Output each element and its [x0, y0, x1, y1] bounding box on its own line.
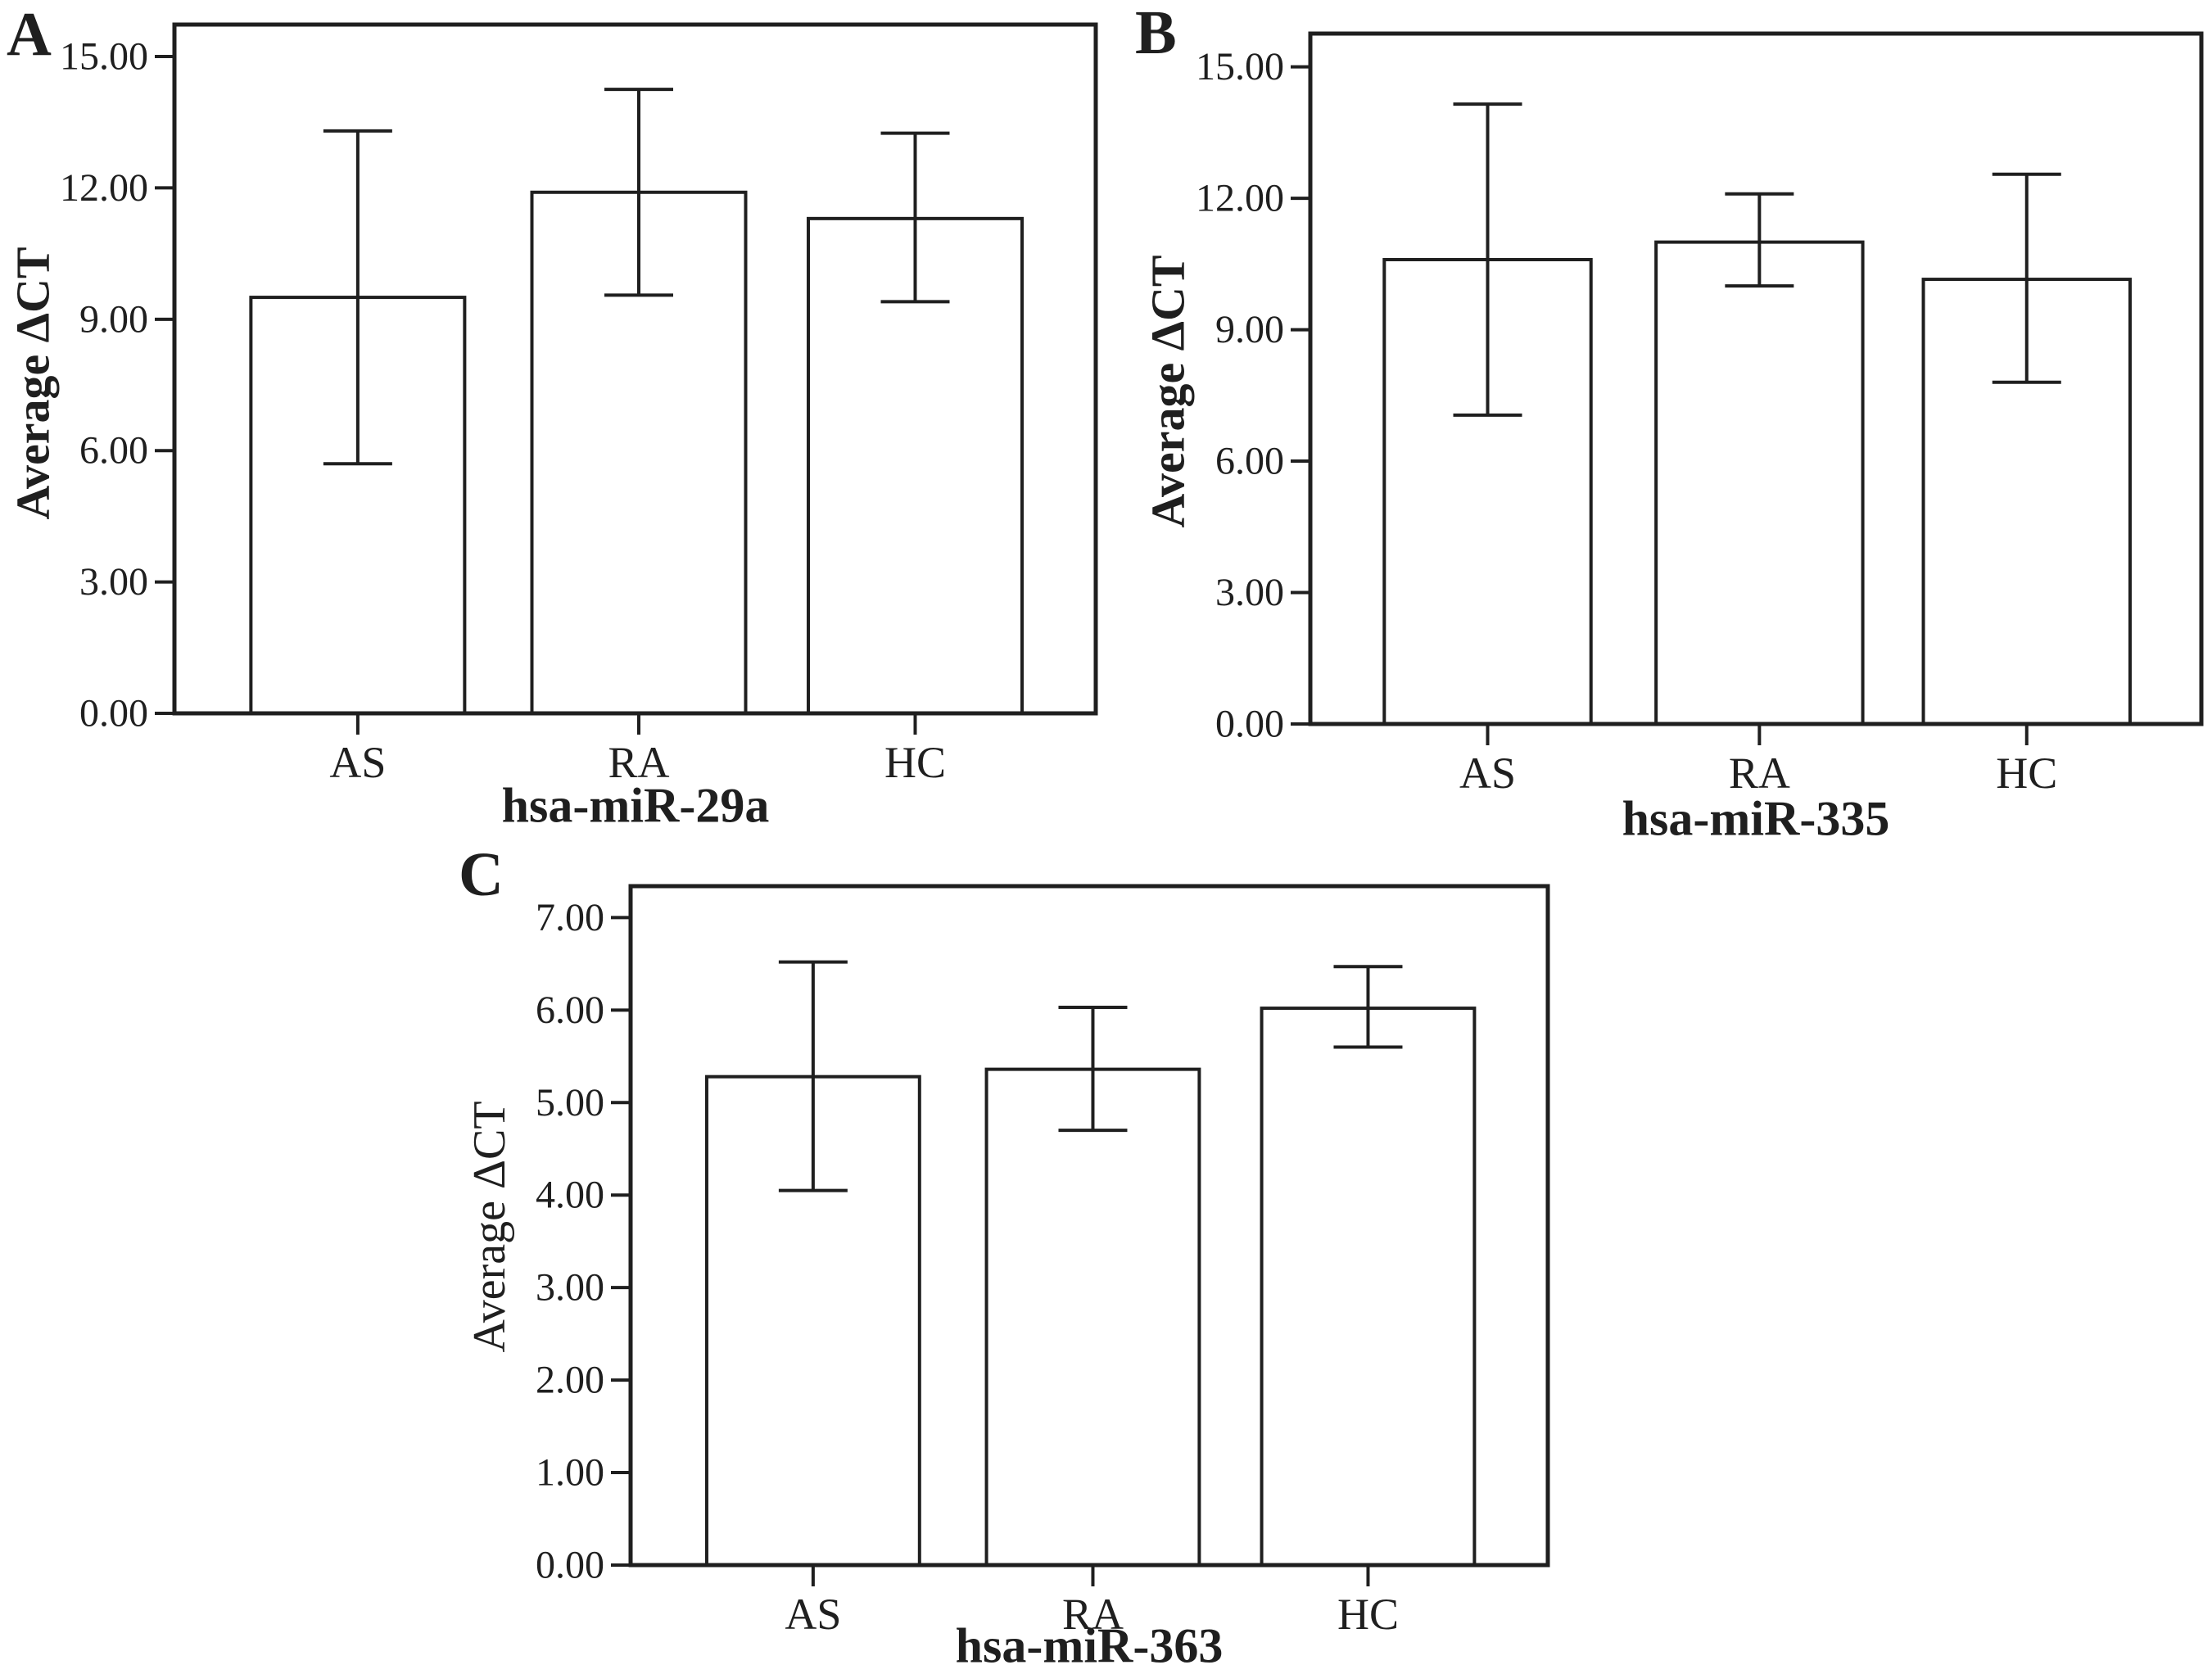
y-tick-label: 1.00: [536, 1451, 604, 1495]
y-tick-label: 3.00: [536, 1266, 604, 1310]
panel-c-letter: C: [459, 840, 504, 909]
plot-frame: [628, 884, 1550, 1568]
panel-a-chart: 0.00 3.00 6.00 9.00 12.00 15.00 AS RA HC: [60, 22, 1098, 787]
y-tick-label: 9.00: [79, 297, 148, 341]
y-tick-label: 5.00: [536, 1081, 604, 1124]
category-label-as: AS: [785, 1590, 841, 1639]
y-tick-label: 3.00: [79, 560, 148, 604]
category-label-as: AS: [1459, 749, 1516, 798]
panel-c-y-axis-label: Average ΔCT: [464, 1101, 515, 1353]
category-label-ra: RA: [608, 738, 669, 787]
category-label-as: AS: [329, 738, 386, 787]
y-tick-label: 4.00: [536, 1174, 604, 1217]
y-tick-label: 3.00: [1215, 571, 1284, 614]
y-tick-label: 6.00: [1215, 440, 1284, 483]
y-tick-label: 0.00: [79, 692, 148, 735]
y-tick-label: 0.00: [1215, 703, 1284, 746]
bar-ra: [984, 1067, 1201, 1567]
plot-frame: [1308, 31, 2204, 726]
y-tick-label: 2.00: [536, 1359, 604, 1402]
panel-b-letter: B: [1135, 0, 1177, 67]
panel-b-y-axis-label: Average ΔCT: [1141, 255, 1195, 528]
panel-b-title: hsa-miR-335: [1622, 791, 1890, 846]
panel-c-title: hsa-miR-363: [955, 1618, 1224, 1673]
category-label-hc: HC: [884, 738, 946, 787]
y-tick-label: 6.00: [536, 989, 604, 1032]
bar-ra: [1654, 240, 1865, 726]
category-label-hc: HC: [1337, 1590, 1399, 1639]
y-tick-label: 9.00: [1215, 308, 1284, 351]
y-tick-label: 0.00: [536, 1544, 604, 1587]
category-label-ra: RA: [1729, 749, 1790, 798]
bar-hc: [1260, 1007, 1477, 1567]
y-tick-label: 12.00: [1196, 177, 1284, 220]
panel-c-chart: 0.00 1.00 2.00 3.00 4.00 5.00 6.00 7.00 AS RA HC: [536, 884, 1550, 1639]
panel-a-title: hsa-miR-29a: [501, 778, 770, 833]
y-tick-label: 12.00: [60, 166, 148, 210]
y-tick-label: 15.00: [1196, 45, 1284, 88]
panel-b-chart: 0.00 3.00 6.00 9.00 12.00 15.00 AS RA HC: [1196, 31, 2204, 798]
panel-a-y-axis-label: Average ΔCT: [6, 247, 60, 520]
y-tick-label: 15.00: [60, 35, 148, 79]
category-label-ra: RA: [1062, 1590, 1124, 1639]
panel-a-letter: A: [7, 0, 52, 69]
category-label-hc: HC: [1996, 749, 2057, 798]
y-tick-label: 6.00: [79, 429, 148, 473]
y-tick-label: 7.00: [536, 896, 604, 939]
plot-frame: [172, 22, 1098, 716]
